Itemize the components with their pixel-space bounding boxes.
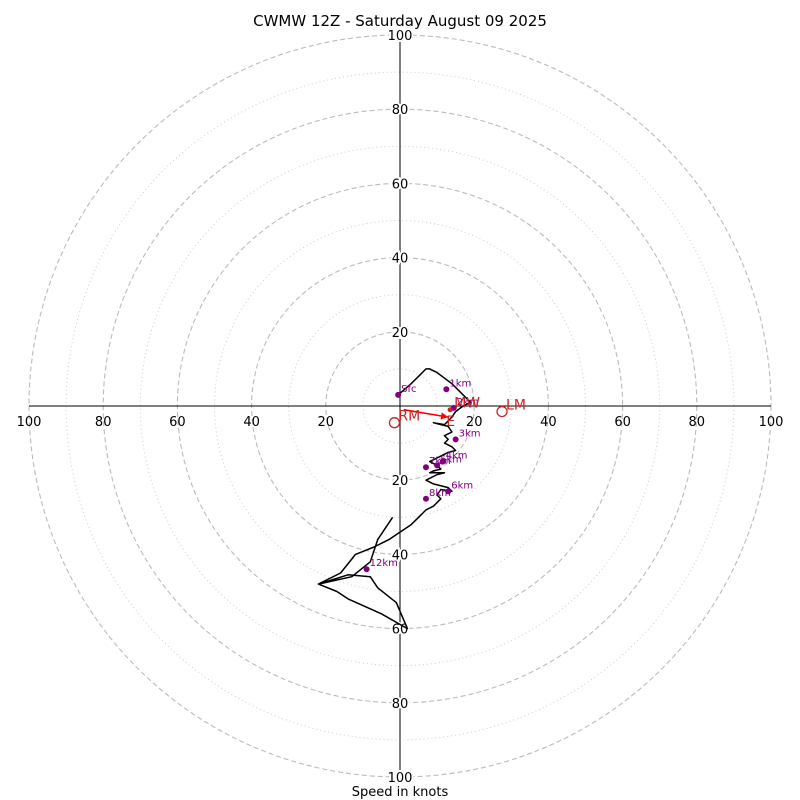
storm-motion-mw xyxy=(447,407,453,413)
height-label-12km: 12km xyxy=(370,558,398,569)
height-marker-sfc xyxy=(395,391,402,398)
tick-top-40: 40 xyxy=(392,252,409,267)
height-label-7km: 7km xyxy=(429,456,451,467)
height-marker-12km xyxy=(363,566,370,573)
storm-motion-label-lm: LM xyxy=(506,398,526,414)
height-marker-7km xyxy=(422,464,429,471)
height-label-1km: 1km xyxy=(449,378,471,389)
tick-top-60: 60 xyxy=(392,177,409,192)
tick-left-40: 40 xyxy=(243,415,260,430)
tick-right-100: 100 xyxy=(759,415,784,430)
tick-top-80: 80 xyxy=(392,103,409,118)
tick-left-80: 80 xyxy=(95,415,112,430)
tick-left-100: 100 xyxy=(17,415,42,430)
hodograph-trace xyxy=(317,368,472,630)
tick-top-100: 100 xyxy=(388,29,413,44)
shear-vector xyxy=(403,408,449,418)
tick-right-60: 60 xyxy=(614,415,631,430)
storm-motion-rm xyxy=(388,417,401,429)
tick-right-80: 80 xyxy=(689,415,706,430)
height-label-6km: 6km xyxy=(451,480,473,491)
height-marker-3km xyxy=(452,436,459,443)
tick-top-20: 20 xyxy=(392,326,409,341)
height-marker-1km xyxy=(443,386,450,393)
tick-bottom-100: 100 xyxy=(388,771,413,786)
height-label-2km: 2km xyxy=(457,397,479,408)
tick-bottom-80: 80 xyxy=(392,697,409,712)
height-label-sfc: Sfc xyxy=(401,384,416,395)
tick-right-40: 40 xyxy=(540,415,557,430)
height-marker-5km xyxy=(434,462,441,469)
storm-motion-lm xyxy=(496,405,508,418)
height-label-8km: 8km xyxy=(429,488,451,499)
height-label-4km: 4km xyxy=(446,451,468,462)
tick-left-20: 20 xyxy=(318,415,335,430)
height-label-3km: 3km xyxy=(459,428,481,439)
shear-vector-head xyxy=(440,412,449,420)
tick-bottom-40: 40 xyxy=(392,548,409,563)
height-marker-6km xyxy=(445,488,452,495)
height-marker-8km xyxy=(422,495,429,502)
tick-bottom-20: 20 xyxy=(392,474,409,489)
height-label-5km: 5km xyxy=(440,454,462,465)
x-axis-label: Speed in knots xyxy=(352,785,449,800)
storm-motion-label-rm: RM xyxy=(398,409,420,425)
tick-left-60: 60 xyxy=(169,415,186,430)
height-marker-4km xyxy=(439,458,446,465)
tick-right-20: 20 xyxy=(466,415,483,430)
storm-motion-label-mw: MW xyxy=(454,396,480,412)
chart-title: CWMW 12Z - Saturday August 09 2025 xyxy=(253,12,547,30)
shear-vector-label: E xyxy=(446,414,455,430)
